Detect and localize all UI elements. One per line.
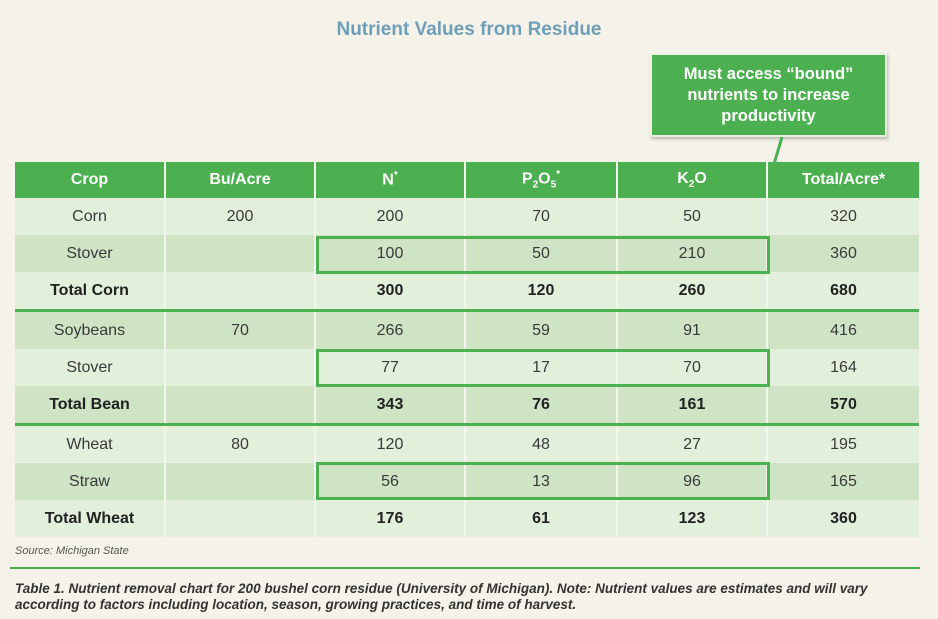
cell-p2o5: 70 [465, 198, 618, 235]
table-row: Total Corn 300 120 260 680 [15, 272, 919, 312]
cell-k2o: 50 [617, 198, 768, 235]
cell-total-acre: 165 [767, 463, 919, 500]
col-header-total-acre: Total/Acre* [767, 162, 919, 198]
cell-k2o: 210 [617, 235, 768, 272]
table-row: Stover 100 50 210 360 [15, 235, 919, 272]
cell-crop: Wheat [15, 424, 166, 463]
cell-p2o5: 76 [465, 386, 618, 426]
cell-k2o: 123 [617, 500, 768, 537]
cell-bu-acre [165, 386, 316, 426]
cell-bu-acre [165, 463, 316, 500]
divider [10, 567, 920, 569]
cell-crop: Total Corn [15, 272, 166, 312]
cell-n: 200 [315, 198, 466, 235]
cell-n: 77 [315, 349, 466, 386]
cell-crop: Stover [15, 349, 166, 386]
cell-total-acre: 570 [767, 386, 919, 426]
nutrient-table: Crop Bu/Acre N* P2O5* K2O Total/Acre* Co… [15, 162, 919, 537]
callout-box: Must access “bound” nutrients to increas… [650, 53, 887, 137]
cell-k2o: 260 [617, 272, 768, 312]
cell-total-acre: 360 [767, 235, 919, 272]
page-title: Nutrient Values from Residue [336, 19, 602, 40]
col-header-n: N* [315, 162, 466, 198]
cell-bu-acre [165, 235, 316, 272]
highlight-box [316, 235, 770, 274]
cell-total-acre: 360 [767, 500, 919, 537]
cell-total-acre: 680 [767, 272, 919, 312]
cell-bu-acre [165, 272, 316, 312]
cell-bu-acre [165, 349, 316, 386]
cell-crop: Straw [15, 463, 166, 500]
cell-crop: Soybeans [15, 310, 166, 349]
cell-p2o5: 13 [465, 463, 618, 500]
highlight-box [316, 461, 770, 500]
highlight-box [316, 348, 770, 387]
cell-p2o5: 59 [465, 310, 618, 349]
table-row: Corn 200 200 70 50 320 [15, 198, 919, 235]
table-row: Total Bean 343 76 161 570 [15, 386, 919, 426]
cell-bu-acre: 80 [165, 424, 316, 463]
cell-n: 176 [315, 500, 466, 537]
cell-total-acre: 416 [767, 310, 919, 349]
col-header-k2o: K2O [617, 162, 768, 198]
table-row: Wheat 80 120 48 27 195 [15, 424, 919, 463]
cell-n: 343 [315, 386, 466, 426]
cell-n: 100 [315, 235, 466, 272]
cell-total-acre: 320 [767, 198, 919, 235]
cell-k2o: 161 [617, 386, 768, 426]
table-header-row: Crop Bu/Acre N* P2O5* K2O Total/Acre* [15, 162, 919, 198]
cell-total-acre: 195 [767, 424, 919, 463]
table-caption: Table 1. Nutrient removal chart for 200 … [15, 581, 868, 612]
cell-p2o5: 120 [465, 272, 618, 312]
cell-bu-acre: 70 [165, 310, 316, 349]
cell-p2o5: 50 [465, 235, 618, 272]
cell-n: 300 [315, 272, 466, 312]
cell-n: 56 [315, 463, 466, 500]
table-row: Stover 77 17 70 164 [15, 349, 919, 386]
cell-k2o: 27 [617, 424, 768, 463]
cell-total-acre: 164 [767, 349, 919, 386]
table-row: Straw 56 13 96 165 [15, 463, 919, 500]
cell-crop: Total Wheat [15, 500, 166, 537]
cell-crop: Total Bean [15, 386, 166, 426]
cell-n: 266 [315, 310, 466, 349]
table-row: Total Wheat 176 61 123 360 [15, 500, 919, 537]
cell-k2o: 70 [617, 349, 768, 386]
cell-bu-acre [165, 500, 316, 537]
table-row: Soybeans 70 266 59 91 416 [15, 310, 919, 349]
cell-k2o: 91 [617, 310, 768, 349]
cell-crop: Stover [15, 235, 166, 272]
source-note: Source: Michigan State [15, 545, 129, 557]
cell-crop: Corn [15, 198, 166, 235]
cell-p2o5: 61 [465, 500, 618, 537]
cell-p2o5: 17 [465, 349, 618, 386]
cell-p2o5: 48 [465, 424, 618, 463]
cell-bu-acre: 200 [165, 198, 316, 235]
cell-n: 120 [315, 424, 466, 463]
cell-k2o: 96 [617, 463, 768, 500]
col-header-crop: Crop [15, 162, 166, 198]
col-header-p2o5: P2O5* [465, 162, 618, 198]
col-header-bu-acre: Bu/Acre [165, 162, 316, 198]
